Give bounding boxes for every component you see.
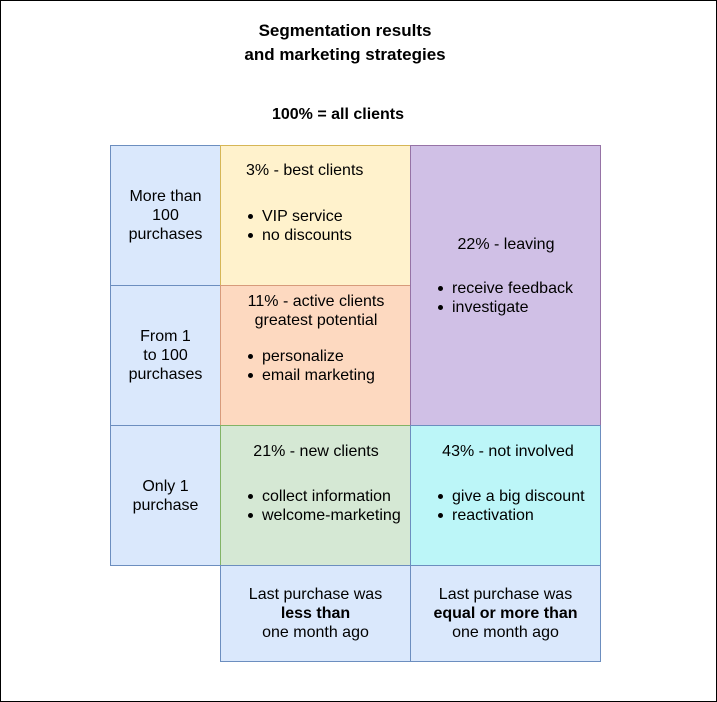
column-label-line: Last purchase was [248, 586, 383, 603]
segment-heading: 3% - best clients [246, 162, 364, 179]
column-label-line: one month ago [262, 624, 369, 641]
title-line-1: Segmentation results [258, 21, 432, 40]
list-item: reactivation [438, 506, 585, 525]
list-item: give a big discount [438, 488, 585, 505]
column-label-line: one month ago [452, 624, 559, 641]
column-label-emphasis: less than [280, 605, 351, 622]
row-label-more-than-100: More than 100 purchases [110, 145, 221, 286]
row-label-line: Only 1 [142, 477, 189, 495]
column-label-less-than-month: Last purchase was less than one month ag… [220, 565, 411, 662]
segment-heading: 21% - new clients [253, 443, 379, 460]
row-label-line: 100 [152, 207, 179, 224]
diagram-title: Segmentation results and marketing strat… [195, 19, 495, 67]
diagram-subtitle: 100% = all clients [271, 106, 405, 123]
list-item: email marketing [248, 367, 375, 384]
segment-best-clients: 3% - best clients VIP service no discoun… [220, 145, 411, 286]
row-label-line: From 1 [140, 328, 191, 345]
list-item: receive feedback [438, 280, 573, 297]
segment-heading: 11% - active clients [247, 293, 385, 310]
segment-heading: 43% - not involved [442, 443, 574, 460]
list-item: welcome-marketing [248, 507, 401, 524]
list-item: investigate [438, 298, 573, 317]
row-label-line: to 100 [143, 347, 188, 364]
segment-list: give a big discount reactivation [438, 487, 585, 525]
row-label-only-1: Only 1 purchase [110, 425, 221, 566]
row-label-1-to-100: From 1 to 100 purchases [110, 285, 221, 426]
row-label-line: More than [129, 188, 202, 205]
column-label-more-than-month: Last purchase was equal or more than one… [410, 565, 601, 662]
list-item: VIP service [248, 207, 352, 226]
row-label-line: purchases [128, 226, 203, 243]
row-label-line: purchase [132, 496, 199, 514]
list-item: collect information [248, 487, 401, 506]
segment-active-clients: 11% - active clients greatest potential … [220, 285, 411, 426]
segment-new-clients: 21% - new clients collect information we… [220, 425, 411, 566]
column-label-line: Last purchase was [438, 586, 573, 603]
segment-leaving: 22% - leaving receive feedback investiga… [410, 145, 601, 426]
list-item: no discounts [248, 227, 352, 244]
list-item: personalize [248, 347, 375, 366]
segment-heading-line-2: greatest potential [254, 312, 378, 329]
column-label-emphasis: equal or more than [433, 605, 578, 622]
row-label-line: purchases [128, 366, 203, 383]
title-line-2: and marketing strategies [244, 45, 446, 64]
segment-list: VIP service no discounts [248, 207, 352, 245]
segment-list: receive feedback investigate [438, 279, 573, 317]
segment-not-involved: 43% - not involved give a big discount r… [410, 425, 601, 566]
segment-list: personalize email marketing [248, 347, 375, 385]
segment-heading: 22% - leaving [457, 236, 555, 253]
segment-list: collect information welcome-marketing [248, 487, 401, 525]
